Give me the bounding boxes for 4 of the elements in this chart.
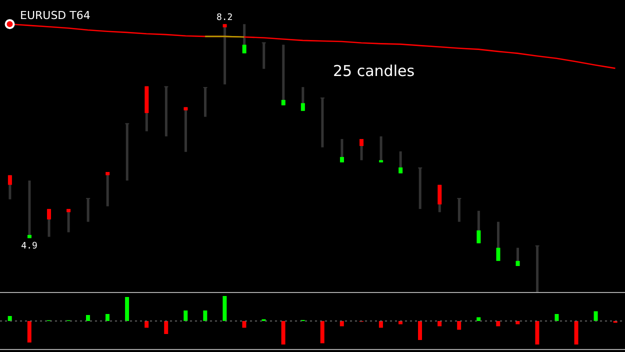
annotation: 8.2: [216, 13, 233, 24]
annotation: 25 candles: [333, 62, 415, 80]
annotation: 4.9: [21, 242, 38, 252]
chart-title: EURUSD T64: [20, 9, 90, 22]
